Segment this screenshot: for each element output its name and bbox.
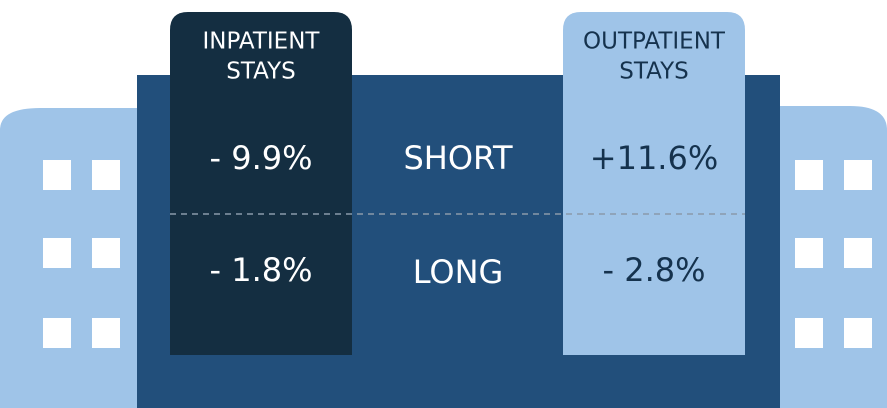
row-label: SHORT bbox=[403, 139, 512, 177]
column-header: INPATIENT bbox=[203, 29, 321, 55]
column-header: STAYS bbox=[619, 59, 688, 85]
value: - 9.9% bbox=[209, 139, 312, 177]
value: +11.6% bbox=[590, 139, 718, 177]
value: - 2.8% bbox=[602, 251, 705, 289]
value: - 1.8% bbox=[209, 251, 312, 289]
column-header: STAYS bbox=[226, 59, 295, 85]
infographic: INPATIENT STAYS OUTPATIENT STAYS - 9.9% … bbox=[0, 0, 887, 408]
column-header: OUTPATIENT bbox=[583, 29, 726, 55]
row-label: LONG bbox=[413, 253, 504, 291]
